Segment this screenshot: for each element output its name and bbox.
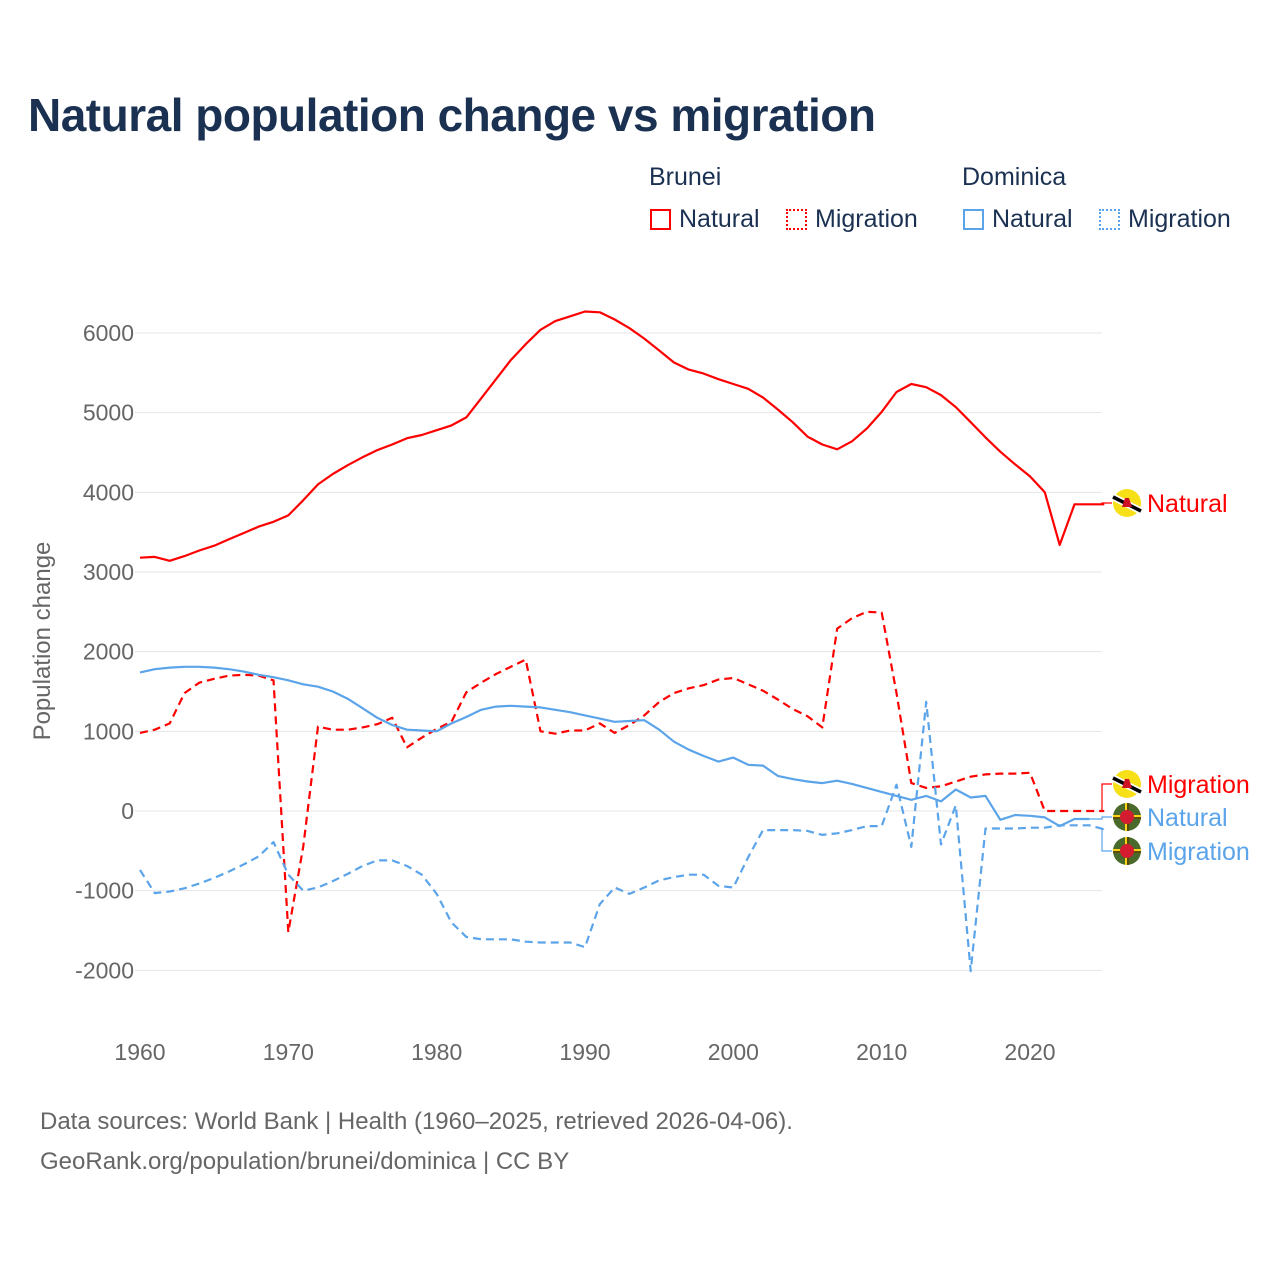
y-tick-label: 0 xyxy=(121,798,134,824)
legend-swatch-solid xyxy=(963,209,984,230)
x-tick-label: 2010 xyxy=(856,1039,907,1065)
legend-group-dominica: Dominica xyxy=(962,163,1067,191)
legend-item-dominica-natural[interactable]: Natural xyxy=(963,205,1073,234)
x-tick-label: 1960 xyxy=(114,1039,165,1065)
legend-item-brunei-natural[interactable]: Natural xyxy=(650,205,760,234)
legend-label: Natural xyxy=(992,205,1073,233)
footer-url[interactable]: GeoRank.org/population/brunei/dominica |… xyxy=(40,1148,570,1175)
y-tick-label: 2000 xyxy=(83,639,134,665)
end-label: Migration xyxy=(1147,838,1250,866)
end-label: Natural xyxy=(1147,804,1228,832)
dominica-flag-icon xyxy=(1113,803,1141,831)
y-tick-label: 3000 xyxy=(83,559,134,585)
y-tick-label: 1000 xyxy=(83,718,134,744)
legend-swatch-dotted xyxy=(1099,209,1120,230)
legend-label: Natural xyxy=(679,205,760,233)
legend-item-dominica-migration[interactable]: Migration xyxy=(1099,205,1231,234)
legend-label: Migration xyxy=(815,205,918,233)
x-tick-label: 1980 xyxy=(411,1039,462,1065)
legend-label: Migration xyxy=(1128,205,1231,233)
x-tick-label: 1990 xyxy=(559,1039,610,1065)
end-label: Migration xyxy=(1147,771,1250,799)
end-label-connector xyxy=(1101,783,1112,812)
legend-swatch-dotted xyxy=(786,209,807,230)
legend-swatch-solid xyxy=(650,209,671,230)
x-tick-label: 2000 xyxy=(708,1039,759,1065)
legend-item-brunei-migration[interactable]: Migration xyxy=(786,205,918,234)
footer-source: Data sources: World Bank | Health (1960–… xyxy=(40,1108,793,1135)
end-label: Natural xyxy=(1147,490,1228,518)
end-label-connector xyxy=(1089,816,1112,820)
y-tick-label: -2000 xyxy=(75,957,134,983)
y-tick-label: 6000 xyxy=(83,320,134,346)
chart-title: Natural population change vs migration xyxy=(28,89,876,141)
y-axis-label: Population change xyxy=(29,542,56,741)
y-tick-label: 5000 xyxy=(83,400,134,426)
brunei-flag-icon xyxy=(1111,770,1143,798)
series-line-brunei-migration[interactable] xyxy=(139,610,1105,934)
end-label-connector xyxy=(1101,502,1112,505)
series-line-dominica-migration[interactable] xyxy=(139,700,1105,973)
x-tick-label: 1970 xyxy=(263,1039,314,1065)
brunei-flag-icon xyxy=(1111,489,1143,517)
y-tick-label: -1000 xyxy=(75,878,134,904)
legend-group-brunei: Brunei xyxy=(649,163,722,191)
series-line-brunei-natural[interactable] xyxy=(139,310,1105,562)
series-line-dominica-natural[interactable] xyxy=(139,665,1090,828)
end-label-connector xyxy=(1101,828,1112,852)
x-tick-label: 2020 xyxy=(1004,1039,1055,1065)
dominica-flag-icon xyxy=(1113,837,1141,865)
y-tick-label: 4000 xyxy=(83,479,134,505)
